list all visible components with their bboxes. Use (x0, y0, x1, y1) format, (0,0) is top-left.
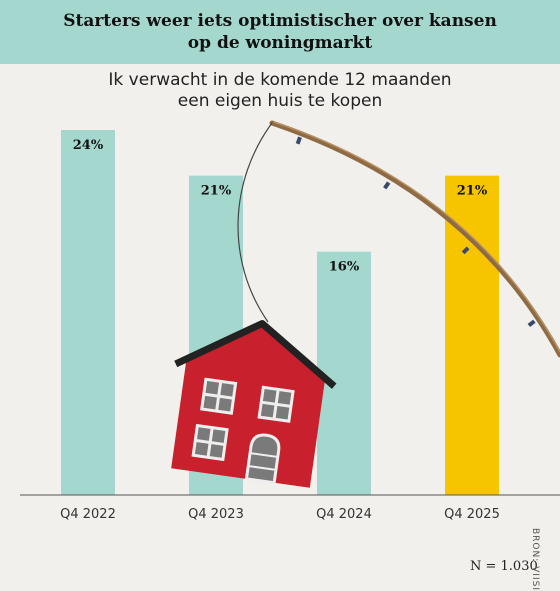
rod-guide-4 (527, 319, 536, 328)
house-roof-fill (177, 323, 333, 384)
bar-q4-2024 (317, 251, 371, 495)
bar-q4-2025 (445, 175, 499, 495)
value-label: 24% (73, 138, 104, 153)
x-tick-label: Q4 2024 (316, 507, 372, 522)
house-illustration (171, 320, 337, 488)
fishing-line (237, 122, 273, 323)
rod-guide-2 (383, 181, 391, 190)
x-tick-label: Q4 2023 (188, 507, 244, 522)
value-label: 16% (329, 260, 360, 275)
source-credit: BRON: VIISI (530, 528, 540, 591)
x-ticks-group: Q4 2022 Q4 2023 Q4 2024 Q4 2025 (60, 507, 500, 522)
bar-q4-2022 (61, 130, 115, 495)
subtitle-line-1: Ik verwacht in de komende 12 maanden (108, 70, 452, 90)
subtitle-line-2: een eigen huis te kopen (177, 91, 383, 111)
sample-size-note: N = 1.030 (470, 559, 538, 574)
house-window-2 (257, 385, 295, 423)
header-band: Starters weer iets optimistischer over k… (0, 0, 560, 64)
fishing-rod-illustration (237, 120, 560, 358)
value-label: 21% (457, 184, 488, 199)
house-door (244, 433, 281, 485)
fishing-rod (269, 120, 560, 358)
chart-subtitle: Ik verwacht in de komende 12 maanden een… (0, 70, 560, 112)
fishing-rod-highlight (273, 121, 560, 353)
house-window-3 (191, 423, 229, 462)
value-labels-group: 24% 21% 16% 21% (73, 138, 488, 275)
house-roof (174, 320, 337, 389)
chart-title: Starters weer iets optimistischer over k… (63, 11, 497, 53)
x-tick-label: Q4 2025 (444, 507, 500, 522)
x-tick-label: Q4 2022 (60, 507, 116, 522)
house-window-1 (200, 377, 238, 415)
rod-guide-1 (295, 136, 302, 145)
rod-guide-3 (461, 246, 470, 255)
value-label: 21% (201, 184, 232, 199)
